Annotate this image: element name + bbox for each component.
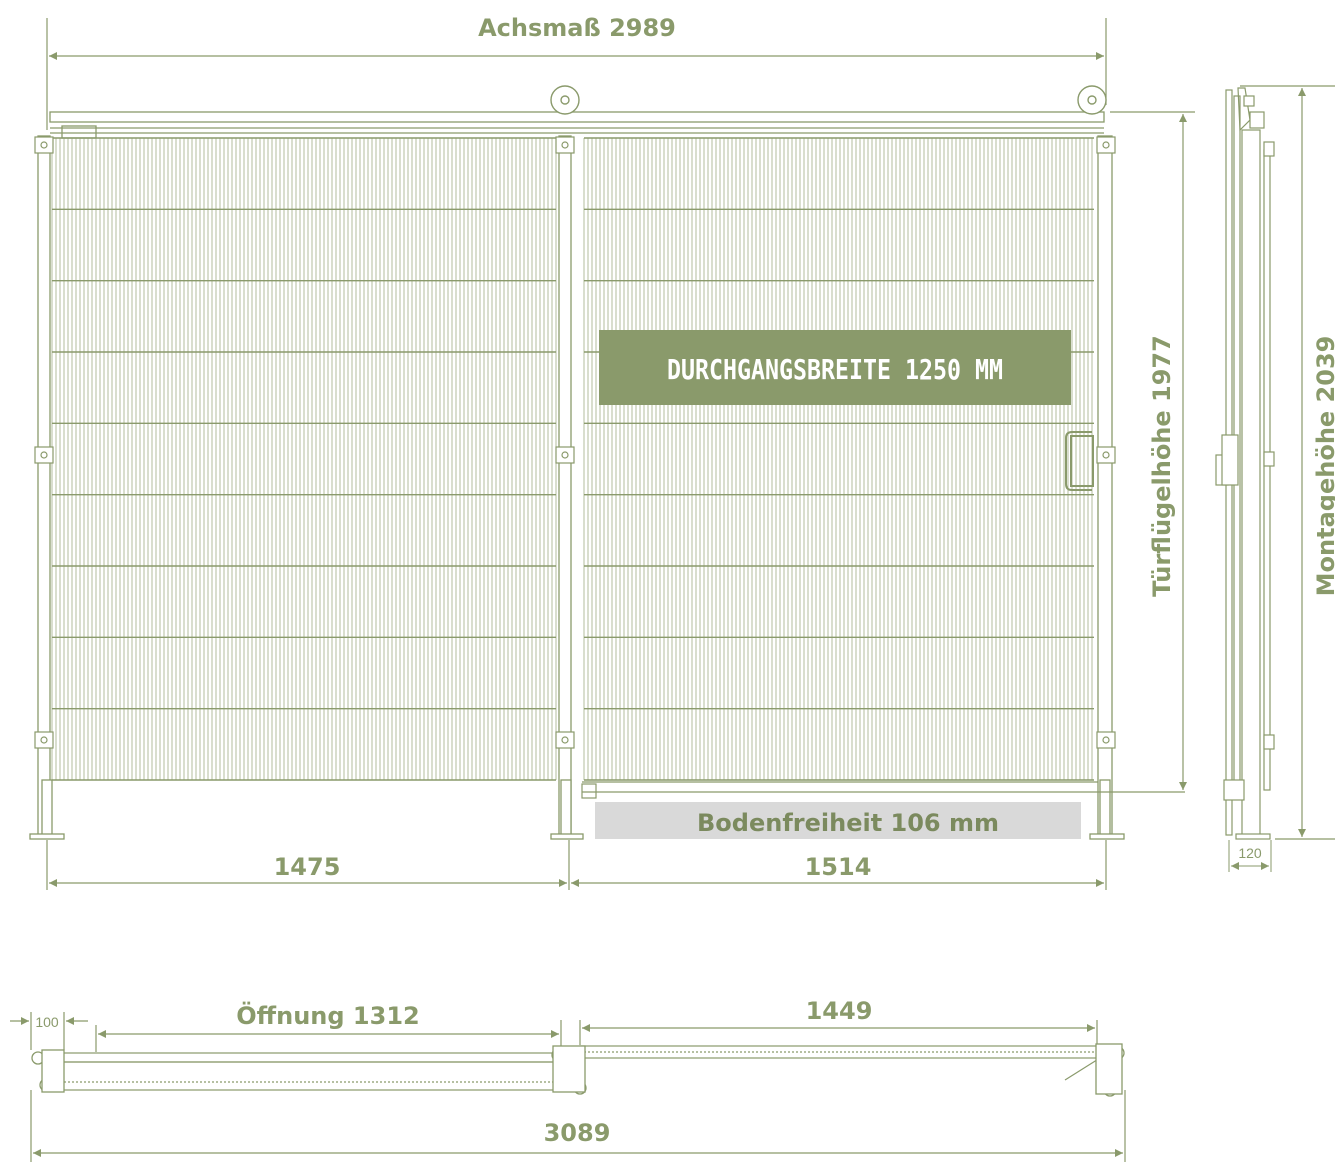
ground-clearance-box: [595, 802, 1081, 839]
clamp-bolt-icon: [40, 736, 48, 744]
mesh-panel-right: [583, 137, 1094, 781]
mesh-vertical-wires: [51, 138, 557, 780]
mounting-height-label: Montagehöhe 2039: [1312, 336, 1335, 597]
post-clamps: [34, 136, 1116, 749]
axis-dimension-line: [46, 18, 1107, 130]
door-handle-icon: [1065, 431, 1094, 491]
total-width-label: 3089: [544, 1119, 611, 1147]
front-view: Achsmaß 2989: [29, 14, 1195, 890]
post-width-dimension-line: [1228, 840, 1272, 872]
offset-label: 100: [35, 1014, 59, 1030]
bottom-guide: [581, 781, 1185, 799]
top-rail: [49, 111, 1105, 139]
leaf-height-label: Türflügelhöhe 1977: [1148, 335, 1176, 597]
mounting-height-dimension-line: [1240, 85, 1335, 840]
post-width-label: 120: [1238, 845, 1262, 861]
roller-wheel-icon: [550, 85, 1107, 115]
clamp-bolt-icon: [561, 141, 569, 149]
mesh-horizontal-wires: [52, 137, 556, 781]
top-view-brackets: [31, 1043, 1125, 1097]
clamp-bolt-icon: [40, 451, 48, 459]
side-profile: [1215, 87, 1275, 840]
clamp-bolt-icon: [561, 451, 569, 459]
bottom-dimension-lines: [46, 840, 1107, 890]
top-view: 100 Öffnung 1312 1449 3089: [10, 997, 1126, 1162]
mesh-vertical-wires: [583, 138, 1093, 780]
ground-clearance-label: Bodenfreiheit 106 mm: [697, 809, 999, 837]
left-width-label: 1475: [274, 853, 341, 881]
clamp-bolt-icon: [1102, 451, 1110, 459]
clamp-bolt-icon: [1102, 736, 1110, 744]
clamp-bolt-icon: [1102, 141, 1110, 149]
side-view: Montagehöhe 2039 120: [1215, 85, 1335, 872]
leaf-width-label: 1449: [806, 997, 873, 1025]
posts: [29, 135, 1125, 840]
leaf-height-dimension-line: [1110, 111, 1195, 790]
clamp-bolt-icon: [40, 141, 48, 149]
opening-label: Öffnung 1312: [236, 1000, 419, 1030]
passage-width-label: DURCHGANGSBREITE 1250 MM: [667, 353, 1003, 386]
right-width-label: 1514: [805, 853, 872, 881]
top-dimension-lines: [10, 1012, 1126, 1162]
axis-dimension-label: Achsmaß 2989: [478, 14, 676, 42]
passage-width-banner: [599, 330, 1071, 405]
clamp-bolt-icon: [561, 736, 569, 744]
mesh-panel-left: [51, 137, 557, 781]
